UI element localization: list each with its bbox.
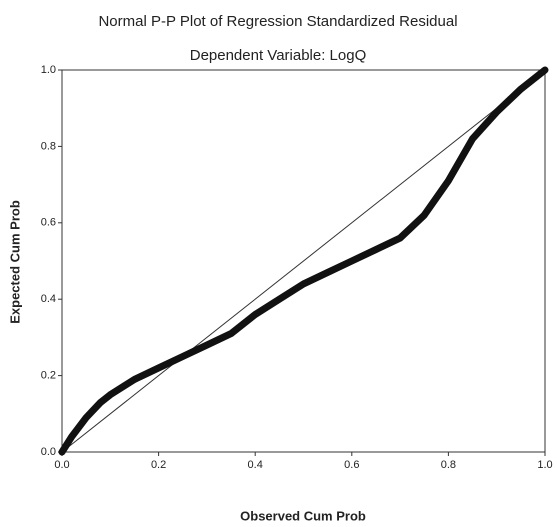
x-axis-label: Observed Cum Prob <box>240 508 366 523</box>
y-axis-label: Expected Cum Prob <box>7 200 22 324</box>
chart: Normal P-P Plot of Regression Standardiz… <box>0 0 557 527</box>
x-tick-label: 0.6 <box>344 459 359 471</box>
y-tick-label: 1.0 <box>41 64 56 76</box>
y-tick-label: 0.4 <box>41 293 56 305</box>
x-tick-label: 0.2 <box>151 459 166 471</box>
x-tick-label: 0.4 <box>248 459 263 471</box>
y-tick-label: 0.0 <box>41 446 56 458</box>
chart-subtitle: Dependent Variable: LogQ <box>190 47 367 64</box>
y-tick-label: 0.6 <box>41 217 56 229</box>
chart-title: Normal P-P Plot of Regression Standardiz… <box>98 13 457 30</box>
x-tick-label: 0.0 <box>54 459 69 471</box>
y-tick-label: 0.2 <box>41 370 56 382</box>
x-tick-label: 0.8 <box>441 459 456 471</box>
x-tick-label: 1.0 <box>537 459 552 471</box>
y-tick-label: 0.8 <box>41 140 56 152</box>
reference-line <box>62 70 545 452</box>
